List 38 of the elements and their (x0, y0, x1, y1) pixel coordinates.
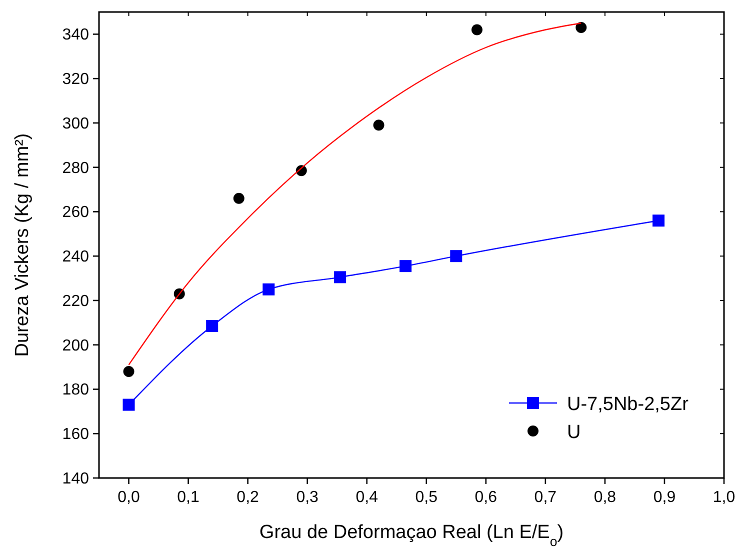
y-tick-label: 160 (62, 426, 90, 444)
point (123, 366, 134, 377)
y-tick-label: 300 (62, 115, 90, 132)
y-tick-label: 320 (62, 71, 90, 88)
point (122, 398, 135, 411)
y-tick-label: 140 (62, 470, 90, 488)
point (400, 260, 412, 272)
x-tick-label: 0,4 (356, 489, 378, 506)
legend-label: U (567, 422, 581, 443)
x-tick-label: 0,5 (415, 489, 438, 506)
point (576, 22, 587, 34)
y-axis-title: Dureza Vickers (Kg / mm²) (12, 133, 33, 357)
x-tick-label: 0,2 (236, 489, 260, 506)
x-tick-label: 0,8 (594, 489, 616, 506)
point (373, 120, 384, 131)
x-tick-label: 0,9 (653, 489, 676, 506)
y-tick-label: 200 (62, 337, 90, 354)
point (471, 24, 482, 36)
point (262, 283, 275, 296)
y-tick-label: 260 (62, 204, 90, 222)
y-tick-label: 180 (62, 382, 90, 399)
y-tick-label: 220 (62, 292, 90, 310)
x-tick-label: 0,7 (534, 489, 557, 506)
x-tick-label: 0,3 (296, 489, 319, 506)
point (206, 320, 218, 332)
point (334, 271, 346, 284)
x-axis-title: Grau de Deformaçao Real (Ln E/E$_{o}$) (259, 522, 564, 548)
point (652, 214, 665, 227)
x-tick-label: 0,0 (118, 489, 140, 506)
legend-label: U-7,5Nb-2,5Zr (567, 394, 690, 415)
x-tick-label: 0,1 (177, 489, 200, 506)
y-tick-label: 280 (62, 160, 90, 177)
x-tick-label: 1,0 (712, 489, 736, 506)
y-tick-label: 340 (62, 26, 90, 44)
point (450, 250, 462, 262)
y-tick-label: 240 (62, 248, 90, 266)
x-tick-label: 0,6 (474, 489, 498, 506)
point (233, 192, 244, 204)
